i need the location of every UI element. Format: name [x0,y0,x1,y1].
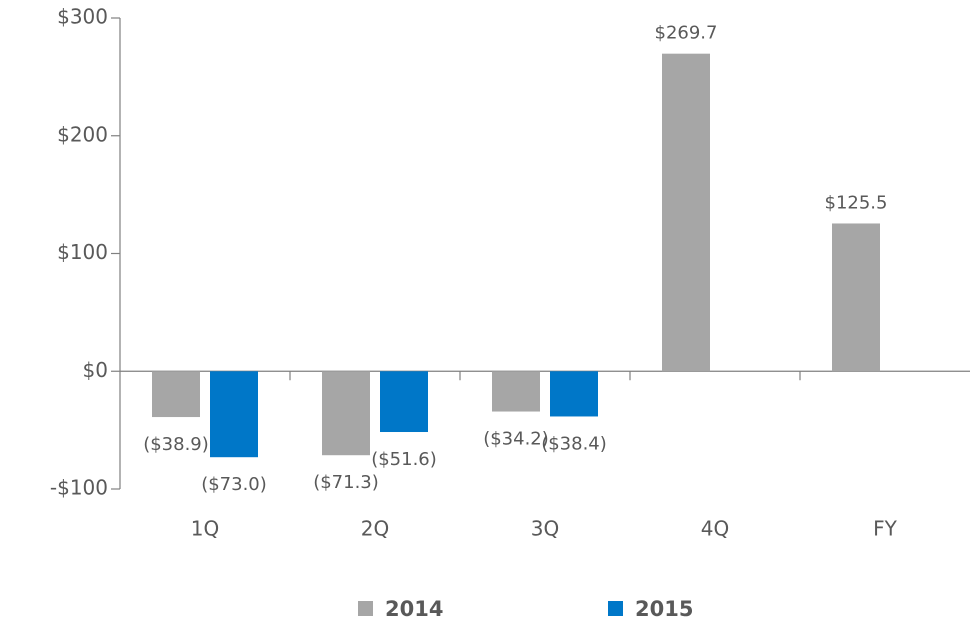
bar [210,371,258,458]
value-label: $125.5 [825,192,888,213]
bar [550,371,598,417]
value-label: ($38.4) [541,433,607,454]
bar [492,371,540,412]
value-label: ($38.9) [143,434,209,455]
value-label: ($34.2) [483,429,549,450]
x-tick-label: 4Q [701,517,729,541]
bar [832,223,880,372]
legend-label: 2015 [635,597,693,621]
value-label: ($71.3) [313,472,379,493]
y-tick-label: $300 [57,5,108,29]
value-label: ($51.6) [371,449,437,470]
value-label: $269.7 [655,23,718,44]
legend-swatch [608,601,623,616]
legend-label: 2014 [385,597,443,621]
legend-swatch [358,601,373,616]
y-tick-label: $0 [83,358,108,382]
y-tick-label: $100 [57,240,108,264]
bar [380,371,428,433]
x-tick-label: FY [873,517,898,541]
y-tick-label: $200 [57,122,108,146]
bar [152,371,200,418]
value-label: ($73.0) [201,474,267,495]
x-tick-label: 2Q [361,517,389,541]
x-tick-label: 1Q [191,517,219,541]
bar [322,371,370,456]
bar [662,53,710,372]
x-tick-label: 3Q [531,517,559,541]
y-tick-label: -$100 [50,476,108,500]
